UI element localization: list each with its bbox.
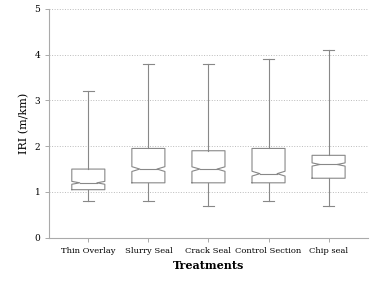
Polygon shape [72, 169, 105, 190]
Polygon shape [192, 151, 225, 183]
Polygon shape [312, 155, 345, 178]
Polygon shape [252, 148, 285, 183]
X-axis label: Treatments: Treatments [173, 260, 244, 271]
Polygon shape [132, 148, 165, 183]
Y-axis label: IRI (m/km): IRI (m/km) [19, 93, 29, 154]
